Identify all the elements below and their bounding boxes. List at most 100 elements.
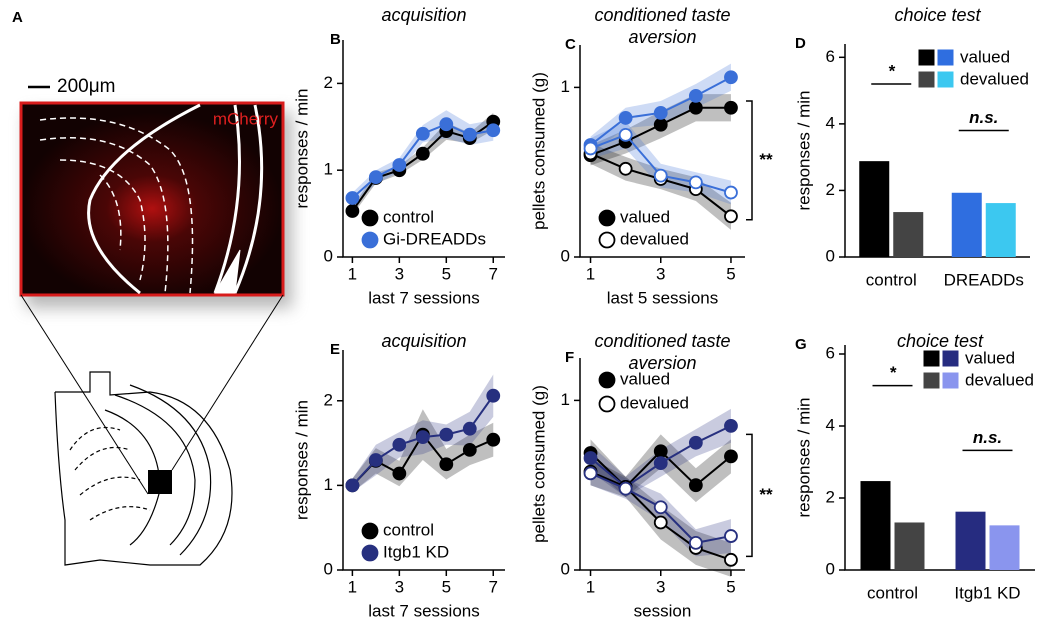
- bar: [955, 511, 986, 570]
- y-axis-label: pellets consumed (g): [529, 72, 548, 230]
- legend-swatch: [941, 371, 960, 390]
- data-point: [439, 117, 454, 132]
- data-point: [368, 170, 383, 185]
- data-point: [653, 444, 668, 459]
- x-tick-label: 5: [442, 264, 451, 283]
- chart-title: choice test: [894, 5, 981, 25]
- data-point: [653, 500, 668, 515]
- y-axis-label: responses / min: [292, 400, 311, 520]
- x-axis-label: last 7 sessions: [368, 288, 480, 307]
- y-tick-label: 2: [826, 487, 835, 506]
- micrograph-outlines: [39, 103, 264, 295]
- legend-swatch: [917, 48, 936, 67]
- x-tick-label: control: [866, 270, 917, 289]
- legend-swatch: [936, 48, 955, 67]
- y-tick-label: 1: [561, 77, 570, 96]
- data-point: [724, 209, 738, 224]
- data-point: [392, 437, 407, 452]
- error-band: [352, 409, 494, 493]
- data-point: [439, 427, 454, 442]
- y-tick-label: 1: [324, 160, 333, 179]
- panel-label: C: [565, 36, 576, 53]
- legend-swatch: [936, 70, 955, 89]
- x-tick-label: 1: [586, 577, 595, 596]
- chart-title: choice test: [897, 331, 984, 351]
- y-tick-label: 4: [826, 113, 835, 132]
- x-tick-label: 7: [489, 264, 498, 283]
- y-tick-label: 0: [826, 246, 835, 265]
- data-point: [345, 204, 360, 218]
- y-tick-label: 2: [324, 73, 333, 92]
- legend-label: devalued: [620, 393, 689, 412]
- y-axis-label: responses / min: [292, 89, 311, 209]
- panel-label: A: [12, 9, 23, 26]
- x-tick-label: 3: [656, 264, 665, 283]
- significance-label: **: [759, 150, 773, 169]
- data-point: [724, 185, 738, 200]
- y-tick-label: 1: [324, 475, 333, 494]
- error-band: [352, 110, 494, 204]
- legend-label: Itgb1 KD: [383, 542, 449, 561]
- data-point: [439, 457, 454, 472]
- data-point: [688, 100, 703, 115]
- y-tick-label: 6: [826, 343, 835, 362]
- region-marker: [148, 470, 172, 494]
- data-point: [345, 191, 360, 205]
- significance-label: n.s.: [973, 428, 1002, 447]
- x-tick-label: 1: [586, 264, 595, 283]
- x-tick-label: 3: [395, 577, 404, 596]
- data-point: [462, 421, 477, 436]
- legend-marker: [361, 209, 379, 227]
- x-tick-label: 5: [442, 577, 451, 596]
- legend-marker: [598, 231, 616, 249]
- x-tick-label: 1: [348, 264, 357, 283]
- legend-label: valued: [620, 207, 670, 226]
- panel-label: G: [795, 336, 807, 353]
- legend-label: devalued: [965, 370, 1034, 389]
- legend-marker: [598, 371, 616, 389]
- data-point: [653, 456, 668, 471]
- y-axis-label: responses / min: [794, 398, 813, 518]
- significance-bracket: [746, 433, 753, 558]
- legend-label: valued: [960, 47, 1010, 66]
- panel-label: F: [565, 349, 574, 366]
- y-tick-label: 0: [826, 559, 835, 578]
- panel-label: B: [330, 31, 341, 48]
- data-point: [486, 432, 501, 447]
- data-point: [688, 88, 703, 103]
- legend-swatch: [917, 70, 936, 89]
- data-point: [724, 552, 738, 567]
- y-tick-label: 0: [561, 246, 570, 265]
- bar: [985, 203, 1016, 257]
- significance-bracket: [746, 100, 753, 221]
- data-point: [688, 535, 703, 550]
- significance-label: *: [888, 61, 896, 80]
- data-point: [415, 146, 430, 161]
- data-point: [368, 453, 383, 467]
- data-point: [618, 111, 633, 125]
- bar: [860, 481, 891, 570]
- data-point: [653, 117, 668, 132]
- x-axis-label: last 7 sessions: [368, 601, 480, 620]
- panel-label: D: [795, 35, 806, 52]
- data-point: [724, 449, 738, 464]
- y-axis-label: responses / min: [794, 91, 813, 211]
- legend-marker: [361, 522, 379, 540]
- x-axis-label: last 5 sessions: [607, 288, 719, 307]
- data-point: [345, 478, 360, 493]
- legend-marker: [598, 395, 616, 413]
- legend-swatch: [922, 349, 941, 368]
- bar: [894, 522, 925, 570]
- scale-bar-label: 200μm: [57, 76, 115, 97]
- legend-label: valued: [965, 348, 1015, 367]
- significance-label: **: [759, 485, 773, 504]
- chart-title: acquisition: [381, 331, 466, 351]
- legend-label: control: [383, 520, 434, 539]
- data-point: [486, 123, 501, 138]
- brain-outline: [54, 371, 233, 566]
- data-point: [653, 105, 668, 120]
- legend-label: valued: [620, 369, 670, 388]
- data-point: [415, 126, 430, 141]
- data-point: [583, 141, 598, 156]
- zoom-line: [20, 294, 149, 495]
